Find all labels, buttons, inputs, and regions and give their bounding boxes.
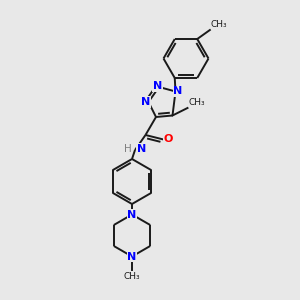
Text: N: N: [142, 97, 151, 107]
Text: N: N: [173, 86, 182, 97]
Text: CH₃: CH₃: [189, 98, 205, 107]
Text: N: N: [136, 143, 146, 154]
Text: N: N: [153, 81, 162, 92]
Text: CH₃: CH₃: [124, 272, 140, 281]
Text: CH₃: CH₃: [211, 20, 227, 29]
Text: N: N: [128, 209, 136, 220]
Text: O: O: [163, 134, 173, 145]
Text: H: H: [124, 143, 131, 154]
Text: N: N: [128, 251, 136, 262]
